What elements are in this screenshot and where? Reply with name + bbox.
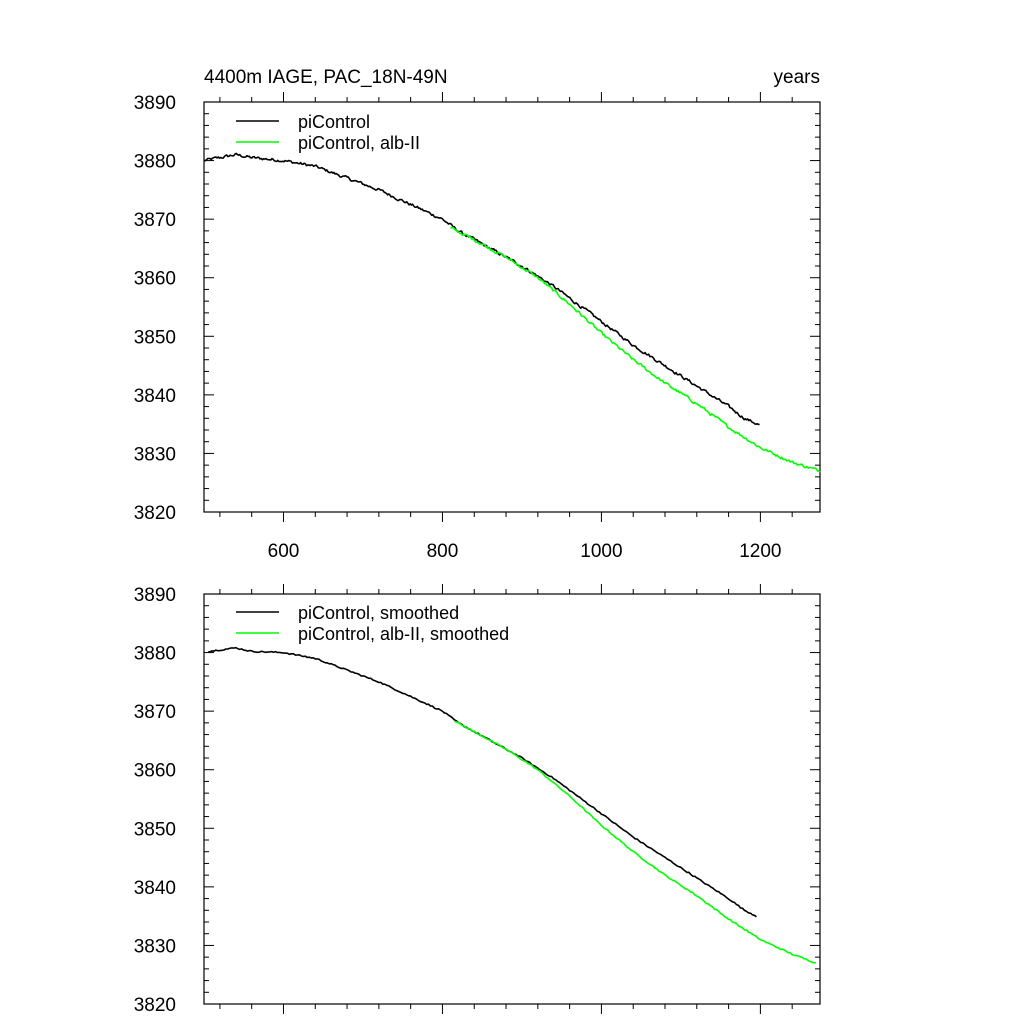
series-line-picontrol — [203, 152, 760, 426]
top-panel: 4400m IAGE, PAC_18N-49N years 3820383038… — [134, 67, 821, 562]
plot-frame — [203, 593, 821, 1005]
y-axis-labels: 3820 3830 3840 3850 3860 3870 3880 3890 — [134, 93, 176, 524]
y-tick-label: 3880 — [134, 644, 176, 665]
y-tick-label: 3830 — [134, 444, 176, 465]
y-tick-label: 3890 — [134, 93, 176, 114]
y-tick-label: 3820 — [134, 995, 176, 1016]
y-tick-label: 3880 — [134, 152, 176, 173]
y-tick-label: 3840 — [134, 386, 176, 407]
legend-entry: piControl, smoothed — [298, 603, 459, 623]
y-tick-label: 3870 — [134, 702, 176, 723]
y-tick-label: 3820 — [134, 503, 176, 524]
x-tick-label: 1200 — [739, 541, 781, 562]
legend-entry: piControl, alb-II, smoothed — [298, 624, 509, 644]
series-line-picontrol-alb-ii — [450, 226, 821, 473]
y-tick-label: 3840 — [134, 878, 176, 899]
plot-frame — [203, 101, 821, 513]
y-tick-label: 3870 — [134, 210, 176, 231]
y-tick-label: 3830 — [134, 936, 176, 957]
y-tick-label: 3850 — [134, 819, 176, 840]
series-lines — [207, 646, 817, 964]
y-tick-label: 3890 — [134, 585, 176, 606]
legend: piControl piControl, alb-II — [236, 112, 420, 153]
x-axis-labels: 600 800 1000 1200 — [268, 541, 782, 562]
series-line-picontrol-alb-ii — [454, 720, 817, 964]
chart-title: 4400m IAGE, PAC_18N-49N — [204, 67, 448, 88]
legend-entry: piControl — [298, 112, 370, 132]
bottom-panel: 3820 3830 3840 3850 3860 3870 3880 3890 piContr… — [134, 584, 821, 1016]
series-lines — [203, 152, 821, 473]
legend-entry: piControl, alb-II — [298, 133, 420, 153]
x-tick-label: 600 — [268, 541, 300, 562]
x-tick-label: 1000 — [580, 541, 622, 562]
y-axis-labels: 3820 3830 3840 3850 3860 3870 3880 3890 — [134, 585, 176, 1016]
axis-ticks — [204, 584, 820, 1014]
series-line-picontrol — [207, 646, 757, 918]
units-label: years — [774, 67, 820, 88]
y-tick-label: 3860 — [134, 269, 176, 290]
legend: piControl, smoothed piControl, alb-II, s… — [236, 603, 509, 644]
y-tick-label: 3860 — [134, 761, 176, 782]
x-tick-label: 800 — [427, 541, 459, 562]
axis-ticks — [204, 92, 820, 522]
y-tick-label: 3850 — [134, 327, 176, 348]
